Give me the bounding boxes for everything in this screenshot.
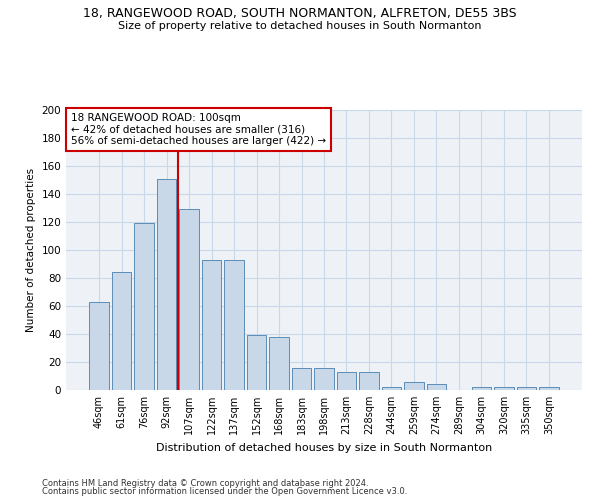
Bar <box>247 336 266 390</box>
Bar <box>337 372 356 390</box>
Bar <box>472 387 491 390</box>
Bar <box>494 387 514 390</box>
Bar <box>539 387 559 390</box>
X-axis label: Distribution of detached houses by size in South Normanton: Distribution of detached houses by size … <box>156 442 492 452</box>
Y-axis label: Number of detached properties: Number of detached properties <box>26 168 36 332</box>
Bar <box>359 372 379 390</box>
Bar <box>517 387 536 390</box>
Bar <box>112 272 131 390</box>
Text: Size of property relative to detached houses in South Normanton: Size of property relative to detached ho… <box>118 21 482 31</box>
Bar <box>269 337 289 390</box>
Bar <box>134 224 154 390</box>
Bar <box>382 387 401 390</box>
Bar <box>292 368 311 390</box>
Text: Contains HM Land Registry data © Crown copyright and database right 2024.: Contains HM Land Registry data © Crown c… <box>42 478 368 488</box>
Bar <box>157 178 176 390</box>
Text: 18, RANGEWOOD ROAD, SOUTH NORMANTON, ALFRETON, DE55 3BS: 18, RANGEWOOD ROAD, SOUTH NORMANTON, ALF… <box>83 8 517 20</box>
Bar <box>427 384 446 390</box>
Bar <box>89 302 109 390</box>
Bar <box>314 368 334 390</box>
Bar <box>202 260 221 390</box>
Bar <box>179 210 199 390</box>
Bar <box>224 260 244 390</box>
Text: Contains public sector information licensed under the Open Government Licence v3: Contains public sector information licen… <box>42 487 407 496</box>
Bar <box>404 382 424 390</box>
Text: 18 RANGEWOOD ROAD: 100sqm
← 42% of detached houses are smaller (316)
56% of semi: 18 RANGEWOOD ROAD: 100sqm ← 42% of detac… <box>71 113 326 146</box>
